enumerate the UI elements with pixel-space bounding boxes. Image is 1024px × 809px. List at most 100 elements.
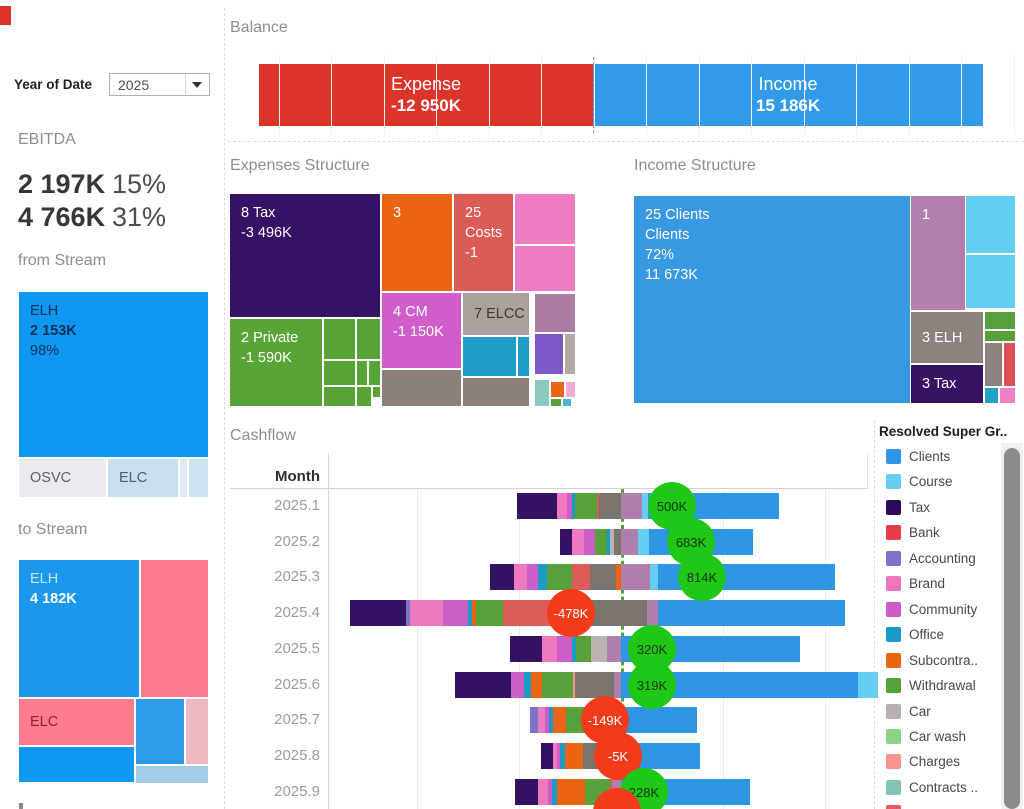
cashflow-segment-subcontractors[interactable] bbox=[472, 600, 476, 626]
cashflow-segment-community[interactable] bbox=[557, 636, 572, 662]
expenses-structure-block-cm[interactable]: 4 CM -1 150K bbox=[382, 293, 461, 368]
legend-scrollbar-thumb[interactable] bbox=[1004, 448, 1020, 809]
legend-item-withdrawal[interactable]: Withdrawal bbox=[886, 678, 1016, 694]
cashflow-segment-office[interactable] bbox=[607, 529, 610, 555]
cashflow-segment-tax[interactable] bbox=[350, 600, 406, 626]
cashflow-segment-mauve[interactable] bbox=[621, 493, 642, 519]
income-structure-block-clients[interactable]: 25 Clients Clients 72% 11 673K bbox=[634, 196, 910, 403]
income-structure-block-tax[interactable]: 3 Tax bbox=[911, 365, 983, 403]
to-stream-block-elc[interactable]: ELC bbox=[19, 699, 134, 745]
cashflow-segment-withdrawal[interactable] bbox=[595, 529, 607, 555]
expenses-structure-block-pink-1[interactable] bbox=[515, 194, 575, 244]
legend-item-community[interactable]: Community bbox=[886, 602, 1016, 618]
cashflow-segment-brand[interactable] bbox=[553, 743, 557, 769]
cashflow-segment-mauve[interactable] bbox=[614, 672, 621, 698]
legend-item-charges[interactable]: Charges bbox=[886, 754, 1016, 770]
expenses-structure-block-green-3[interactable] bbox=[324, 361, 355, 385]
cashflow-segment-tax[interactable] bbox=[490, 564, 514, 590]
cashflow-segment-office[interactable] bbox=[552, 779, 557, 805]
cashflow-segment-withdrawal[interactable] bbox=[576, 636, 591, 662]
cashflow-segment-charges[interactable] bbox=[573, 672, 575, 698]
expenses-structure-block-green-6[interactable] bbox=[324, 387, 355, 406]
cashflow-segment-course[interactable] bbox=[638, 529, 649, 555]
expenses-structure-block-green-7[interactable] bbox=[357, 387, 371, 406]
income-structure-block-red-2[interactable] bbox=[1004, 343, 1015, 386]
cashflow-segment-mauve[interactable] bbox=[621, 529, 638, 555]
cashflow-segment-office[interactable] bbox=[549, 707, 553, 733]
cashflow-value-badge[interactable] bbox=[593, 788, 641, 809]
expenses-structure-block-private[interactable]: 2 Private -1 590K bbox=[230, 319, 322, 406]
cashflow-segment-bank[interactable] bbox=[597, 493, 599, 519]
expenses-structure-block-blue-small[interactable] bbox=[563, 399, 571, 406]
cashflow-segment-subcontractors[interactable] bbox=[553, 707, 566, 733]
cashflow-segment-tax[interactable] bbox=[515, 779, 538, 805]
to-stream-block-blue-mid[interactable] bbox=[136, 699, 184, 764]
income-bar[interactable]: Income 15 186K bbox=[593, 64, 983, 126]
expenses-structure-block-gray-bottom[interactable] bbox=[463, 378, 529, 406]
expenses-structure-block-tealgreen[interactable] bbox=[535, 380, 549, 406]
expenses-structure-block-pink-2[interactable] bbox=[515, 246, 575, 291]
income-structure-block-course-1[interactable] bbox=[966, 196, 1015, 253]
cashflow-segment-course[interactable] bbox=[650, 564, 658, 590]
cashflow-segment-clients[interactable] bbox=[658, 600, 845, 626]
cashflow-segment-community[interactable] bbox=[527, 564, 538, 590]
legend-item-bank[interactable]: Bank bbox=[886, 525, 1016, 541]
expenses-structure-block-orange-small[interactable] bbox=[551, 382, 564, 397]
legend-item-office[interactable]: Office bbox=[886, 627, 1016, 643]
income-structure-block-pink-3[interactable] bbox=[1000, 388, 1015, 403]
cashflow-segment-tax[interactable] bbox=[517, 493, 557, 519]
expenses-structure-block-green-small[interactable] bbox=[551, 399, 561, 406]
year-dropdown-button[interactable] bbox=[185, 74, 209, 95]
cashflow-segment-clients[interactable] bbox=[621, 707, 697, 733]
cashflow-segment-mauve[interactable] bbox=[647, 600, 658, 626]
cashflow-segment-office[interactable] bbox=[560, 743, 565, 769]
cashflow-segment-subcontractors[interactable] bbox=[616, 564, 621, 590]
cashflow-segment-car[interactable] bbox=[591, 636, 607, 662]
income-structure-block-elh[interactable]: 3 ELH bbox=[911, 312, 983, 363]
expenses-structure-block-orange-3[interactable]: 3 bbox=[382, 194, 452, 291]
cashflow-segment-office[interactable] bbox=[538, 564, 547, 590]
legend-item-clients[interactable]: Clients bbox=[886, 449, 1016, 465]
income-structure-block-teal-3[interactable] bbox=[985, 388, 998, 403]
cashflow-segment-carDark[interactable] bbox=[614, 529, 621, 555]
cashflow-segment-office[interactable] bbox=[524, 672, 531, 698]
cashflow-segment-accounting[interactable] bbox=[406, 600, 410, 626]
expenses-structure-block-tax[interactable]: 8 Tax -3 496K bbox=[230, 194, 380, 317]
expenses-structure-block-teal-1[interactable] bbox=[463, 337, 516, 376]
expenses-structure-block-teal-2[interactable] bbox=[518, 337, 529, 376]
cashflow-segment-withdrawal[interactable] bbox=[542, 672, 573, 698]
cashflow-segment-bank[interactable] bbox=[572, 564, 590, 590]
expenses-structure-block-violet[interactable] bbox=[535, 334, 563, 374]
cashflow-value-badge[interactable]: 319K bbox=[628, 661, 676, 709]
cashflow-segment-office[interactable] bbox=[572, 636, 576, 662]
cashflow-segment-subcontractors[interactable] bbox=[557, 779, 585, 805]
cashflow-segment-community[interactable] bbox=[557, 743, 560, 769]
legend-item-brand[interactable]: Brand bbox=[886, 576, 1016, 592]
expenses-structure-block-gray-below-cm[interactable] bbox=[382, 370, 461, 406]
cashflow-segment-office[interactable] bbox=[572, 493, 575, 519]
cashflow-segment-mauve[interactable] bbox=[607, 636, 621, 662]
cashflow-segment-brand[interactable] bbox=[538, 707, 545, 733]
cashflow-segment-community[interactable] bbox=[548, 779, 552, 805]
cashflow-segment-brand[interactable] bbox=[557, 493, 567, 519]
from-stream-block-sliver-2[interactable] bbox=[189, 459, 208, 497]
cashflow-segment-community[interactable] bbox=[511, 672, 524, 698]
cashflow-segment-office[interactable] bbox=[468, 600, 472, 626]
cashflow-segment-brand[interactable] bbox=[410, 600, 443, 626]
to-stream-block-elh[interactable]: ELH 4 182K bbox=[19, 560, 139, 697]
expenses-structure-block-green-1[interactable] bbox=[324, 319, 355, 359]
legend-item-accounting[interactable]: Accounting bbox=[886, 551, 1016, 567]
cashflow-segment-community[interactable] bbox=[567, 493, 572, 519]
cashflow-segment-brand[interactable] bbox=[542, 636, 557, 662]
to-stream-block-lightblue[interactable] bbox=[136, 766, 208, 783]
cashflow-segment-car[interactable] bbox=[610, 529, 614, 555]
from-stream-block-elh[interactable]: ELH 2 153K 98% bbox=[19, 292, 208, 457]
cashflow-segment-subcontractors[interactable] bbox=[531, 672, 542, 698]
cashflow-segment-brand[interactable] bbox=[572, 529, 584, 555]
income-structure-block-course-2[interactable] bbox=[966, 255, 1015, 308]
from-stream-block-sliver-1[interactable] bbox=[180, 459, 187, 497]
cashflow-segment-brand[interactable] bbox=[514, 564, 527, 590]
income-structure-block-green-2[interactable] bbox=[985, 331, 1015, 341]
cashflow-segment-withdrawal[interactable] bbox=[476, 600, 503, 626]
income-structure-block-gray-2[interactable] bbox=[985, 343, 1002, 386]
